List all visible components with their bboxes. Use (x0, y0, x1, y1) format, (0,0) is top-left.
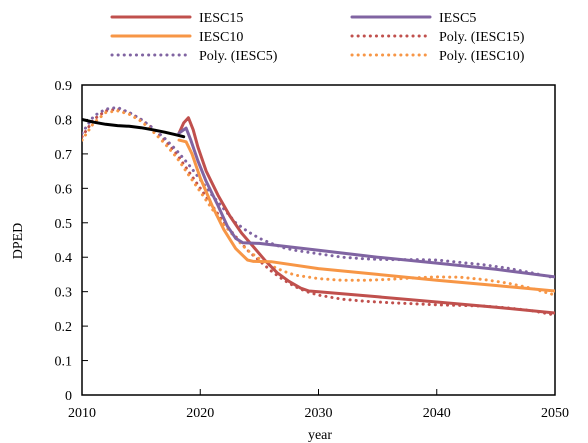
series-line-iesc5 (177, 126, 555, 279)
x-tick-label: 2020 (186, 406, 214, 421)
y-tick-label: 0.5 (55, 217, 73, 232)
x-tick-label: 2010 (68, 406, 96, 421)
x-tick-label: 2050 (541, 406, 569, 421)
x-tick-label: 2040 (423, 406, 451, 421)
y-tick-label: 0.6 (55, 182, 73, 197)
y-tick-label: 0.8 (55, 113, 73, 128)
x-axis-ticks: 2010 2020 2030 2040 2050 (68, 389, 569, 421)
legend-item-iesc15: IESC15 (110, 11, 243, 26)
y-tick-label: 0.1 (55, 355, 73, 370)
plot-area (81, 84, 556, 396)
legend-label: IESC5 (439, 11, 476, 26)
y-axis-label: DPED (11, 223, 26, 260)
series-line-historical (82, 117, 186, 139)
legend-item-poly-iesc15: Poly. (IESC15) (350, 30, 525, 45)
legend-label: Poly. (IESC15) (439, 30, 525, 45)
legend-label: IESC10 (199, 30, 243, 45)
y-axis-ticks: 0 0.1 0.2 0.3 0.4 0.5 0.6 0.7 0.8 0.9 (55, 79, 88, 404)
legend-label: Poly. (IESC10) (439, 49, 525, 64)
y-tick-label: 0.9 (55, 79, 73, 94)
legend-item-poly-iesc5: Poly. (IESC5) (110, 49, 278, 64)
series-line-iesc10 (177, 138, 555, 293)
x-tick-label: 2030 (305, 406, 333, 421)
y-tick-label: 0.7 (55, 148, 73, 163)
legend-label: IESC15 (199, 11, 243, 26)
y-tick-label: 0.4 (55, 251, 73, 266)
legend-item-iesc10: IESC10 (110, 30, 243, 45)
series-line-iesc15 (177, 116, 555, 315)
legend-item-iesc5: IESC5 (350, 11, 476, 26)
legend-label: Poly. (IESC5) (199, 49, 278, 64)
y-tick-label: 0.3 (55, 286, 73, 301)
legend: IESC15 IESC5 IESC10 Poly. (IESC15) Poly. (IE… (110, 11, 525, 64)
legend-item-poly-iesc10: Poly. (IESC10) (350, 49, 525, 64)
x-axis-label: year (308, 428, 332, 443)
series-line-poly-iesc5 (82, 105, 555, 280)
series-line-poly-iesc10 (82, 109, 555, 297)
y-tick-label: 0.2 (55, 320, 73, 335)
y-tick-label: 0 (65, 389, 72, 404)
